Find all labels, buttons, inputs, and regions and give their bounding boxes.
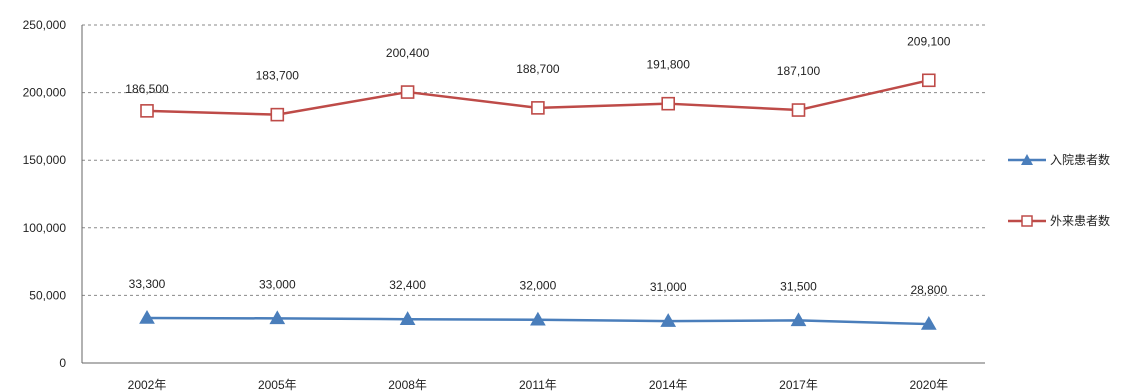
data-point-inpatient: [269, 310, 286, 325]
data-point-inpatient: [660, 313, 677, 327]
legend-marker-square: [1021, 215, 1033, 227]
data-label: 183,700: [256, 69, 300, 83]
data-label: 209,100: [907, 34, 951, 48]
data-point-outpatient: [140, 104, 154, 118]
data-point-outpatient: [400, 85, 415, 99]
data-point-outpatient: [270, 107, 285, 122]
data-label: 186,500: [125, 82, 169, 96]
data-point-inpatient: [920, 316, 937, 330]
x-tick-label: 2002年: [128, 378, 167, 392]
y-tick-label: 100,000: [23, 221, 67, 235]
data-label: 31,000: [650, 280, 687, 294]
data-point-outpatient: [531, 101, 545, 115]
data-labels: 33,300 33,000 32,400 32,000 31,000 31,500 28,8…: [125, 34, 951, 297]
y-tick-label: 0: [59, 356, 66, 370]
legend-label: 外来患者数: [1050, 213, 1110, 228]
data-label: 32,400: [389, 278, 426, 292]
y-tick-label: 200,000: [23, 86, 67, 100]
data-label: 28,800: [910, 283, 947, 297]
x-tick-label: 2014年: [649, 378, 688, 392]
data-label: 31,500: [780, 279, 817, 293]
series: [139, 73, 937, 330]
y-tick-labels: 0 50,000 100,000 150,000 200,000 250,000: [23, 18, 67, 370]
data-label: 187,100: [777, 64, 821, 78]
axes: [81, 25, 985, 364]
data-label: 191,800: [647, 58, 691, 72]
x-tick-labels: 2002年 2005年 2008年 2011年 2014年 2017年 2020年: [128, 378, 949, 392]
x-tick-label: 2011年: [519, 378, 557, 392]
data-label: 200,400: [386, 46, 430, 60]
data-point-outpatient: [791, 103, 806, 117]
legend-marker-triangle: [1021, 154, 1033, 165]
grid-lines: [82, 24, 985, 296]
x-tick-label: 2017年: [779, 378, 818, 392]
data-label: 188,700: [516, 62, 560, 76]
data-point-inpatient: [399, 311, 416, 325]
x-tick-label: 2008年: [388, 378, 427, 392]
data-point-inpatient: [139, 309, 155, 324]
data-point-outpatient: [921, 73, 936, 88]
y-tick-label: 50,000: [29, 288, 66, 302]
x-tick-label: 2020年: [909, 378, 948, 392]
data-label: 33,300: [129, 277, 166, 291]
legend-label: 入院患者数: [1050, 152, 1110, 167]
data-point-inpatient: [790, 312, 807, 327]
data-label: 32,000: [520, 279, 557, 293]
data-label: 33,000: [259, 277, 296, 291]
y-tick-label: 150,000: [23, 153, 67, 167]
x-tick-label: 2005年: [258, 378, 297, 392]
data-point-inpatient: [530, 311, 546, 326]
data-point-outpatient: [661, 96, 676, 111]
y-tick-label: 250,000: [23, 18, 67, 32]
